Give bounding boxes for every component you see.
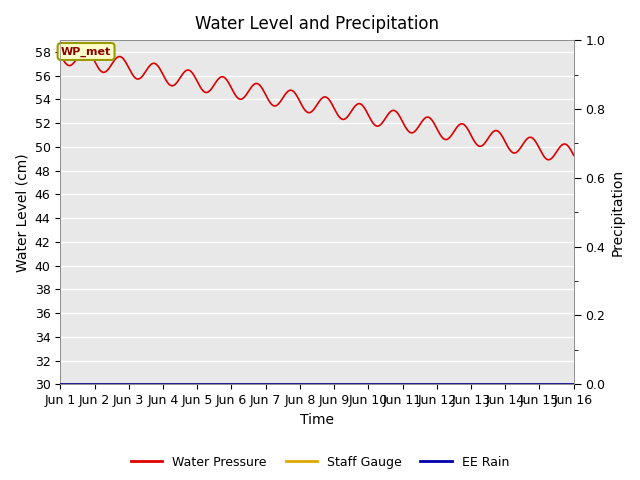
Legend: Water Pressure, Staff Gauge, EE Rain: Water Pressure, Staff Gauge, EE Rain <box>126 451 514 474</box>
Text: WP_met: WP_met <box>61 47 111 57</box>
Title: Water Level and Precipitation: Water Level and Precipitation <box>195 15 439 33</box>
Y-axis label: Water Level (cm): Water Level (cm) <box>15 153 29 272</box>
Y-axis label: Precipitation: Precipitation <box>611 168 625 256</box>
X-axis label: Time: Time <box>300 413 334 427</box>
